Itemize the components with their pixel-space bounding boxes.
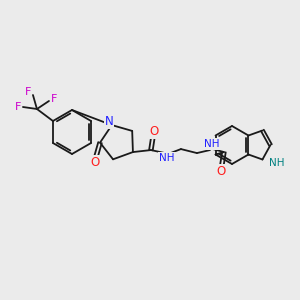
Text: O: O	[149, 124, 158, 138]
Text: O: O	[90, 156, 100, 169]
Text: F: F	[25, 87, 31, 97]
Text: NH: NH	[204, 139, 220, 149]
Text: O: O	[216, 165, 226, 178]
Text: NH: NH	[269, 158, 285, 167]
Text: N: N	[104, 115, 113, 128]
Text: NH: NH	[159, 153, 175, 163]
Text: F: F	[51, 94, 57, 104]
Text: F: F	[15, 102, 21, 112]
